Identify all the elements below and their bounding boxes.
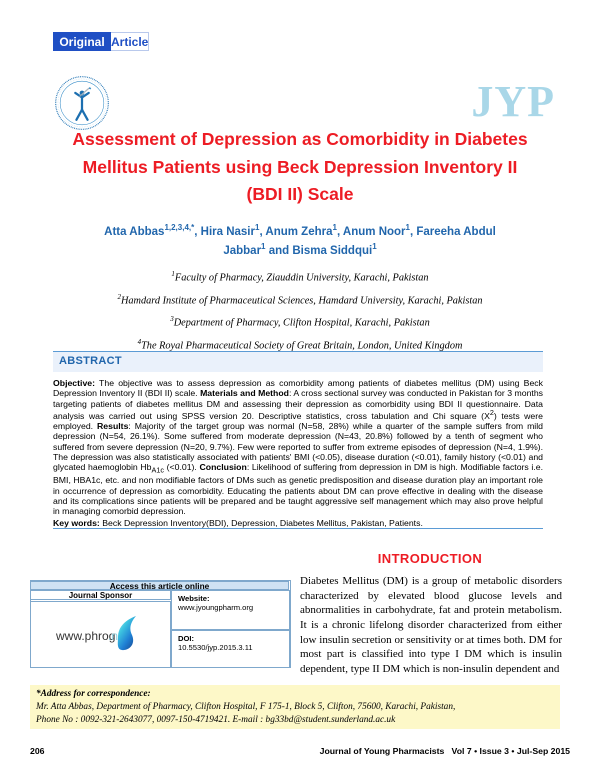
svg-text:www.phrog: www.phrog xyxy=(56,629,115,643)
